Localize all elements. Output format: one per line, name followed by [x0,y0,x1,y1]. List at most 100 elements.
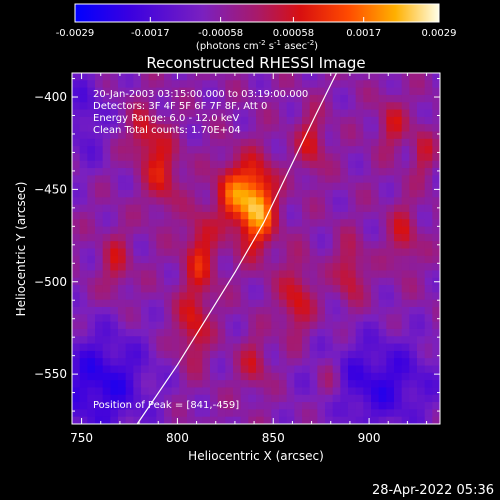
heatmap-cell [309,416,318,424]
heatmap-cell [386,131,395,140]
heatmap-cell [417,94,426,103]
heatmap-cell [187,270,196,279]
heatmap-cell [217,175,226,184]
heatmap-cell [378,365,387,374]
heatmap-cell [233,255,242,264]
heatmap-cell [394,394,403,403]
heatmap-cell [164,409,173,418]
heatmap-cell [72,380,81,389]
heatmap-cell [409,138,418,147]
heatmap-cell [417,241,426,250]
heatmap-cell [240,307,249,315]
heatmap-cell [110,270,119,279]
heatmap-cell [233,182,242,191]
heatmap-cell [102,270,111,279]
heatmap-cell [355,248,364,257]
heatmap-cell [294,109,303,118]
heatmap-cell [424,350,433,359]
heatmap-cell [248,358,257,367]
heatmap-cell [194,146,203,155]
heatmap-cell [164,314,173,323]
heatmap-cell [110,394,119,403]
heatmap-cell [194,182,203,191]
heatmap-cell [279,211,288,220]
heatmap-cell [171,263,180,272]
heatmap-cell [371,190,380,198]
heatmap-cell [386,241,395,250]
heatmap-cell [294,204,303,213]
heatmap-cell [302,211,311,220]
heatmap-cell [386,168,395,176]
heatmap-cell [294,248,303,257]
heatmap-cell [210,226,219,235]
heatmap-cell [286,321,295,330]
heatmap-cell [286,160,295,169]
heatmap-cell [156,80,165,89]
heatmap-cell [141,387,150,396]
heatmap-cell [363,292,372,301]
heatmap-cell [271,402,280,410]
heatmap-cell [233,336,242,345]
heatmap-cell [401,416,410,424]
heatmap-cell [348,131,357,140]
heatmap-cell [317,87,326,96]
x-tick-label: 750 [70,431,93,445]
heatmap-cell [424,153,433,162]
heatmap-cell [225,307,234,315]
heatmap-cell [263,146,272,155]
heatmap-cell [141,168,150,176]
heatmap-cell [294,116,303,125]
heatmap-cell [271,102,280,111]
heatmap-cell [133,109,142,118]
heatmap-cell [187,387,196,396]
heatmap-cell [87,416,96,424]
heatmap-cell [171,168,180,176]
heatmap-cell [118,380,127,389]
heatmap-cell [424,211,433,220]
heatmap-cell [256,124,265,133]
heatmap-cell [194,138,203,147]
heatmap-cell [125,372,134,381]
heatmap-cell [394,248,403,257]
heatmap-cell [332,314,341,323]
heatmap-cell [87,197,96,206]
heatmap-cell [72,131,81,140]
heatmap-cell [263,365,272,374]
heatmap-cell [187,416,196,424]
heatmap-cell [240,270,249,279]
heatmap-cell [309,197,318,206]
heatmap-cell [240,336,249,345]
heatmap-cell [279,343,288,352]
heatmap-cell [394,416,403,424]
heatmap-cell [271,168,280,176]
heatmap-cell [417,416,426,424]
heatmap-cell [133,94,142,103]
heatmap-cell [233,175,242,184]
heatmap-cell [371,109,380,118]
heatmap-cell [409,336,418,345]
heatmap-cell [141,336,150,345]
heatmap-cell [102,350,111,359]
heatmap-cell [325,380,334,389]
heatmap-cell [325,299,334,308]
heatmap-cell [233,233,242,242]
heatmap-cell [141,211,150,220]
heatmap-cell [148,402,157,410]
heatmap-cell [279,197,288,206]
heatmap-cell [72,80,81,89]
heatmap-cell [72,146,81,155]
heatmap-cell [210,270,219,279]
heatmap-cell [417,336,426,345]
heatmap-cell [309,146,318,155]
heatmap-cell [225,168,234,176]
heatmap-cell [187,292,196,301]
heatmap-cell [424,197,433,206]
heatmap-cell [187,182,196,191]
heatmap-cell [233,409,242,418]
heatmap-cell [125,109,134,118]
heatmap-cell [256,138,265,147]
heatmap-cell [279,182,288,191]
heatmap-cell [141,394,150,403]
heatmap-cell [256,365,265,374]
